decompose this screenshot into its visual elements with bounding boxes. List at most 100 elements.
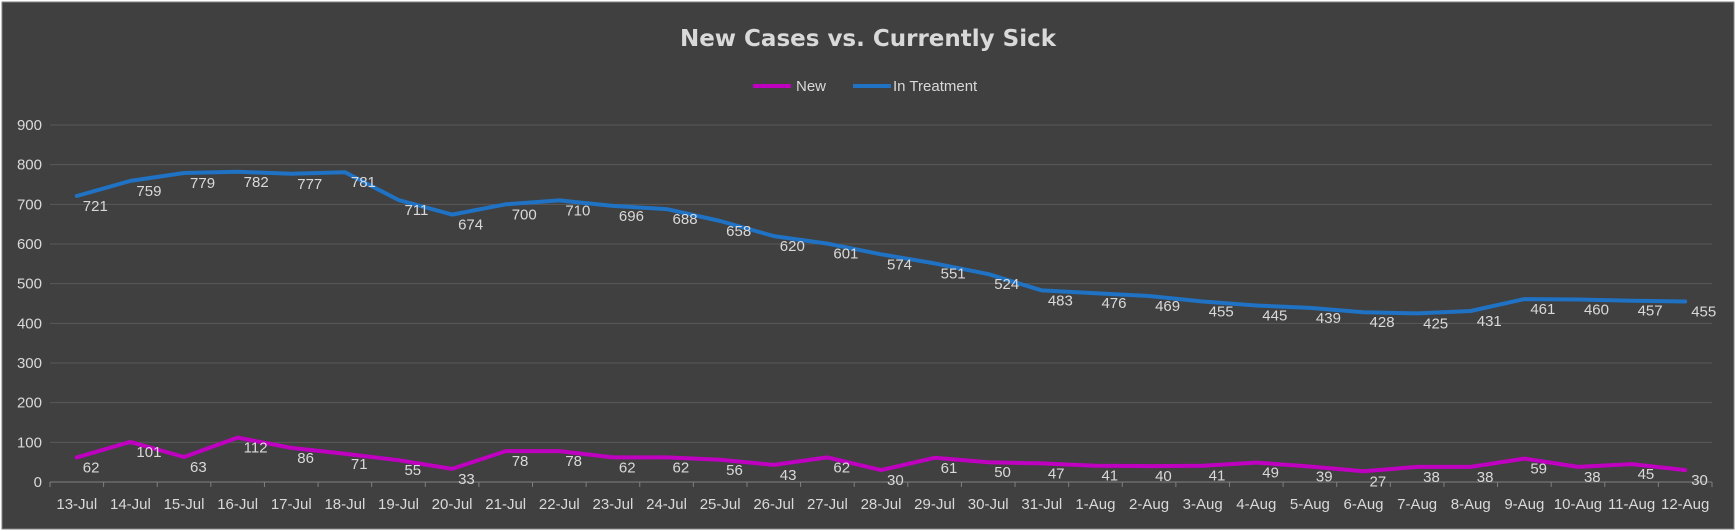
x-tick-label: 13-Jul [56, 496, 97, 513]
y-tick-label: 500 [17, 276, 42, 293]
x-tick-label: 1-Aug [1075, 496, 1115, 513]
x-tick-label: 4-Aug [1236, 496, 1276, 513]
legend-item-new: New [753, 78, 826, 95]
data-label-in-treatment: 721 [83, 198, 108, 215]
data-label-in-treatment: 781 [351, 174, 376, 191]
x-tick-label: 25-Jul [700, 496, 741, 513]
data-label-in-treatment: 658 [726, 223, 751, 240]
y-tick-label: 700 [17, 196, 42, 213]
x-tick-label: 31-Jul [1021, 496, 1062, 513]
data-label-new: 38 [1584, 469, 1601, 486]
x-tick-label: 15-Jul [164, 496, 205, 513]
data-label-new: 49 [1262, 465, 1279, 482]
data-label-new: 50 [994, 464, 1011, 481]
x-tick-label: 2-Aug [1129, 496, 1169, 513]
x-tick-label: 5-Aug [1290, 496, 1330, 513]
y-tick-label: 0 [34, 474, 42, 491]
x-tick-label: 6-Aug [1344, 496, 1384, 513]
x-tick-label: 21-Jul [485, 496, 526, 513]
data-label-in-treatment: 759 [136, 183, 161, 200]
data-label-new: 59 [1530, 461, 1547, 478]
data-label-in-treatment: 460 [1584, 302, 1609, 319]
data-label-in-treatment: 710 [565, 202, 590, 219]
y-tick-label: 600 [17, 236, 42, 253]
x-tick-label: 27-Jul [807, 496, 848, 513]
data-label-in-treatment: 425 [1423, 315, 1448, 332]
data-label-in-treatment: 696 [619, 208, 644, 225]
data-label-in-treatment: 483 [1048, 292, 1073, 309]
y-tick-label: 400 [17, 315, 42, 332]
data-label-new: 62 [83, 459, 100, 476]
gridlines [50, 124, 1712, 483]
y-tick-label: 100 [17, 434, 42, 451]
x-tick-label: 11-Aug [1608, 496, 1655, 513]
data-label-new: 33 [458, 471, 475, 488]
data-label-in-treatment: 574 [887, 256, 912, 273]
data-labels: 62 101 63 112 86 71 55 33 78 78 62 62 56 43 62 30 61 50 47… [83, 174, 1716, 490]
data-label-in-treatment: 428 [1370, 314, 1395, 331]
x-tick-label: 8-Aug [1451, 496, 1491, 513]
data-label-new: 41 [1101, 468, 1118, 485]
data-label-in-treatment: 455 [1209, 304, 1234, 321]
data-label-new: 41 [1209, 468, 1226, 485]
x-tick-label: 26-Jul [753, 496, 794, 513]
data-label-new: 40 [1155, 468, 1172, 485]
x-tick-label: 16-Jul [217, 496, 258, 513]
x-tick-label: 17-Jul [271, 496, 312, 513]
data-label-new: 38 [1423, 469, 1440, 486]
x-tick-label: 12-Aug [1661, 496, 1709, 513]
data-label-in-treatment: 431 [1477, 313, 1502, 330]
x-tick-label: 3-Aug [1183, 496, 1223, 513]
data-label-new: 78 [565, 453, 582, 470]
data-label-new: 56 [726, 462, 743, 479]
data-label-in-treatment: 601 [833, 246, 858, 263]
y-tick-label: 900 [17, 117, 42, 134]
data-label-in-treatment: 688 [673, 211, 698, 228]
data-label-new: 27 [1370, 473, 1387, 490]
x-tick-label: 20-Jul [432, 496, 473, 513]
data-label-in-treatment: 620 [780, 238, 805, 255]
data-label-in-treatment: 524 [994, 276, 1019, 293]
data-label-new: 45 [1638, 466, 1655, 483]
data-label-in-treatment: 711 [404, 202, 428, 219]
data-label-new: 30 [1691, 472, 1708, 489]
data-label-new: 63 [190, 459, 207, 476]
x-tick-label: 24-Jul [646, 496, 687, 513]
x-tick-label: 10-Aug [1554, 496, 1602, 513]
data-label-in-treatment: 779 [190, 175, 215, 192]
data-label-new: 61 [941, 460, 958, 477]
data-label-in-treatment: 674 [458, 217, 483, 234]
data-label-new: 43 [780, 467, 797, 484]
data-label-new: 86 [297, 450, 314, 467]
data-label-in-treatment: 439 [1316, 310, 1341, 327]
x-tick-label: 19-Jul [378, 496, 419, 513]
data-label-new: 101 [136, 444, 161, 461]
data-label-new: 38 [1477, 469, 1494, 486]
legend-label-new: New [796, 78, 826, 95]
data-label-in-treatment: 469 [1155, 298, 1180, 315]
x-tick-label: 23-Jul [593, 496, 634, 513]
data-label-new: 30 [887, 472, 904, 489]
data-label-new: 39 [1316, 469, 1333, 486]
x-axis: 13-Jul 14-Jul 15-Jul 16-Jul 17-Jul 18-Jul 19-J… [49, 482, 1713, 513]
x-tick-label: 9-Aug [1504, 496, 1544, 513]
data-label-in-treatment: 777 [297, 176, 322, 193]
x-tick-label: 18-Jul [324, 496, 365, 513]
x-tick-label: 30-Jul [968, 496, 1009, 513]
data-label-in-treatment: 461 [1530, 301, 1555, 318]
legend: New In Treatment [753, 78, 978, 95]
x-tick-label: 14-Jul [110, 496, 151, 513]
data-label-new: 47 [1048, 465, 1065, 482]
data-label-new: 62 [673, 459, 690, 476]
data-label-new: 55 [404, 462, 421, 479]
y-tick-label: 200 [17, 395, 42, 412]
x-tick-label: 29-Jul [914, 496, 955, 513]
data-label-new: 71 [351, 456, 368, 473]
x-tick-label: 28-Jul [861, 496, 902, 513]
chart-title: New Cases vs. Currently Sick [680, 26, 1057, 52]
data-label-in-treatment: 457 [1638, 303, 1663, 320]
data-label-in-treatment: 476 [1101, 295, 1126, 312]
